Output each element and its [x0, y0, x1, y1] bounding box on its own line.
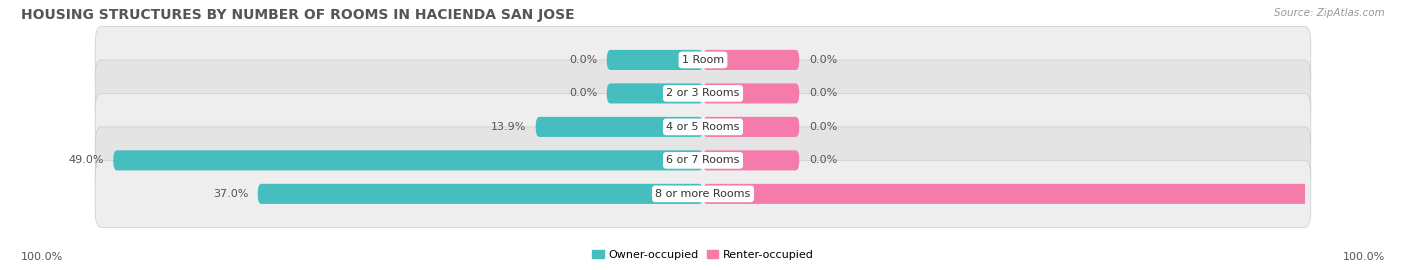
Text: 37.0%: 37.0% — [212, 189, 247, 199]
Text: 2 or 3 Rooms: 2 or 3 Rooms — [666, 88, 740, 99]
FancyBboxPatch shape — [703, 117, 799, 137]
Text: 1 Room: 1 Room — [682, 55, 724, 65]
FancyBboxPatch shape — [536, 117, 703, 137]
Text: 100.0%: 100.0% — [1343, 251, 1385, 262]
FancyBboxPatch shape — [96, 160, 1310, 227]
Text: HOUSING STRUCTURES BY NUMBER OF ROOMS IN HACIENDA SAN JOSE: HOUSING STRUCTURES BY NUMBER OF ROOMS IN… — [21, 8, 575, 22]
Text: 0.0%: 0.0% — [808, 55, 837, 65]
Text: 8 or more Rooms: 8 or more Rooms — [655, 189, 751, 199]
FancyBboxPatch shape — [703, 50, 799, 70]
FancyBboxPatch shape — [607, 83, 703, 103]
FancyBboxPatch shape — [607, 50, 703, 70]
FancyBboxPatch shape — [96, 127, 1310, 194]
FancyBboxPatch shape — [114, 150, 703, 170]
FancyBboxPatch shape — [96, 93, 1310, 160]
Text: 49.0%: 49.0% — [67, 155, 104, 166]
FancyBboxPatch shape — [96, 60, 1310, 127]
FancyBboxPatch shape — [703, 83, 799, 103]
Text: 0.0%: 0.0% — [569, 88, 598, 99]
FancyBboxPatch shape — [257, 184, 703, 204]
Text: Source: ZipAtlas.com: Source: ZipAtlas.com — [1274, 8, 1385, 18]
Text: 0.0%: 0.0% — [569, 55, 598, 65]
Text: 6 or 7 Rooms: 6 or 7 Rooms — [666, 155, 740, 166]
Text: 13.9%: 13.9% — [491, 122, 526, 132]
Text: 4 or 5 Rooms: 4 or 5 Rooms — [666, 122, 740, 132]
Text: 100.0%: 100.0% — [21, 251, 63, 262]
Legend: Owner-occupied, Renter-occupied: Owner-occupied, Renter-occupied — [588, 245, 818, 264]
Text: 0.0%: 0.0% — [808, 155, 837, 166]
FancyBboxPatch shape — [703, 150, 799, 170]
FancyBboxPatch shape — [703, 184, 1406, 204]
Text: 0.0%: 0.0% — [808, 122, 837, 132]
FancyBboxPatch shape — [96, 26, 1310, 93]
Text: 0.0%: 0.0% — [808, 88, 837, 99]
